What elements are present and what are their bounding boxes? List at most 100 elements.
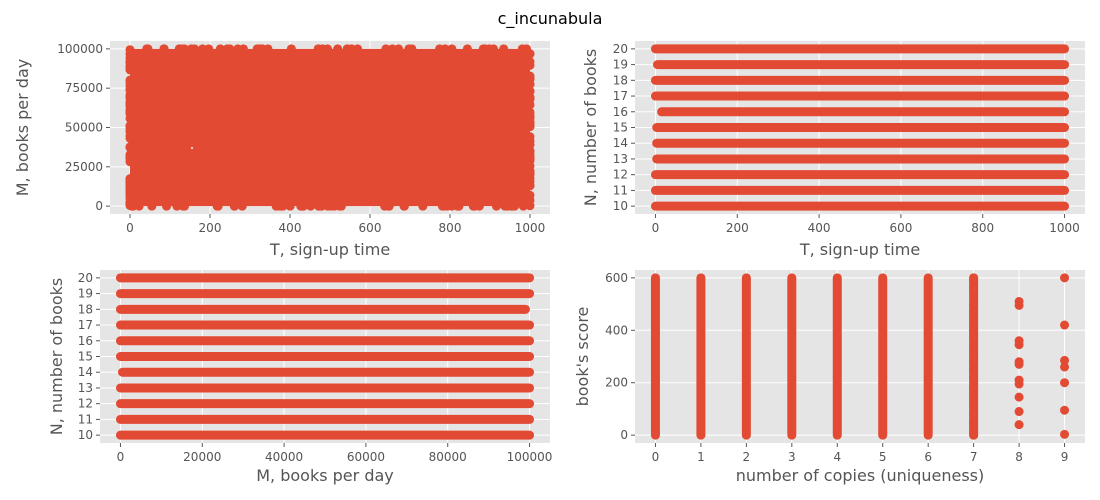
y-tick-label: 14 [613,136,628,150]
y-tick-label: 18 [613,73,628,87]
scatter-gap [190,146,194,150]
plot-area [635,270,1085,443]
scatter-point-cloud [130,48,530,207]
scatter-point [1060,378,1070,388]
x-axis-label: T, sign-up time [799,240,920,259]
y-tick-label: 12 [613,168,628,182]
y-tick-label: 75000 [65,81,103,95]
scatter-point [525,93,535,103]
scatter-point [237,201,247,211]
scatter-point [969,283,979,293]
scatter-point [318,44,328,54]
scatter-point [1060,273,1070,283]
y-tick-label: 10 [78,428,93,442]
scatter-point [1060,355,1070,365]
x-tick-label: 200 [726,221,749,235]
x-axis-label: T, sign-up time [269,240,390,259]
scatter-point [969,333,979,343]
y-tick-label: 100000 [57,42,103,56]
y-tick-label: 16 [78,334,93,348]
scatter-point [215,44,225,54]
x-tick-label: 8 [1015,450,1023,464]
subplot-sign-up-vs-number-of-books: 0 200 400 600 800 10001011121314151617181920 … [581,41,1085,259]
scatter-point [263,44,273,54]
x-tick-label: 1000 [1049,221,1080,235]
scatter-point [404,44,414,54]
x-tick-label: 600 [889,221,912,235]
scatter-point [969,313,979,323]
x-tick-label: 0 [117,450,125,464]
scatter-point [384,201,394,211]
x-tick-label: 40000 [265,450,303,464]
scatter-point [125,175,135,185]
y-axis-label: book's score [573,307,592,407]
scatter-point [297,201,307,211]
scatter-point [1014,379,1024,389]
scatter-point [198,44,208,54]
scatter-point [499,44,509,54]
scatter-point [525,167,535,177]
scatter-point [125,93,135,103]
scatter-point [518,201,528,211]
x-tick-label: 0 [652,450,660,464]
y-tick-label: 0 [620,428,628,442]
scatter-point [969,357,979,367]
scatter-point [306,201,316,211]
scatter-point [1014,392,1024,402]
scatter-point [125,65,135,75]
scatter-point [225,44,235,54]
x-tick-label: 6 [924,450,932,464]
y-tick-label: 20 [613,42,628,56]
scatter-point [1060,320,1070,330]
scatter-point [525,120,535,130]
scatter-point [172,201,182,211]
scatter-point [186,44,196,54]
scatter-point [969,409,979,419]
y-tick-label: 14 [78,365,93,379]
scatter-point [162,201,172,211]
y-tick-label: 15 [613,121,628,135]
scatter-point [969,430,979,440]
scatter-point [125,75,135,85]
scatter-point [125,122,135,132]
y-tick-label: 400 [605,323,628,337]
y-tick-label: 17 [613,89,628,103]
scatter-point [437,201,447,211]
x-tick-label: 200 [199,221,222,235]
scatter-point [462,44,472,54]
scatter-point [525,86,535,96]
x-tick-label: 60000 [347,450,385,464]
x-axis-label: number of copies (uniqueness) [736,466,985,485]
y-tick-label: 15 [78,350,93,364]
x-axis-label: M, books per day [256,466,394,485]
x-tick-label: 1 [697,450,705,464]
scatter-point [510,201,520,211]
scatter-point [213,201,223,211]
scatter-point [125,198,135,208]
y-tick-label: 13 [78,381,93,395]
scatter-point [125,182,135,192]
scatter-point [1060,429,1070,439]
scatter-point [255,44,265,54]
x-tick-label: 1000 [515,221,546,235]
y-axis-label: M, books per day [13,59,32,197]
scatter-point [525,113,535,123]
y-tick-label: 17 [78,318,93,332]
scatter-point [323,201,333,211]
scatter-point [125,191,135,201]
scatter-point [342,44,352,54]
scatter-point [1014,420,1024,430]
scatter-point [159,44,169,54]
x-tick-label: 80000 [429,450,467,464]
scatter-point [381,44,391,54]
y-tick-label: 16 [613,105,628,119]
x-tick-label: 9 [1061,450,1069,464]
y-axis-label: N, number of books [581,49,600,207]
x-tick-label: 4 [833,450,841,464]
scatter-point [125,142,135,152]
y-tick-label: 20 [78,271,93,285]
scatter-point [143,44,153,54]
scatter-point [453,201,463,211]
x-tick-label: 2 [743,450,751,464]
